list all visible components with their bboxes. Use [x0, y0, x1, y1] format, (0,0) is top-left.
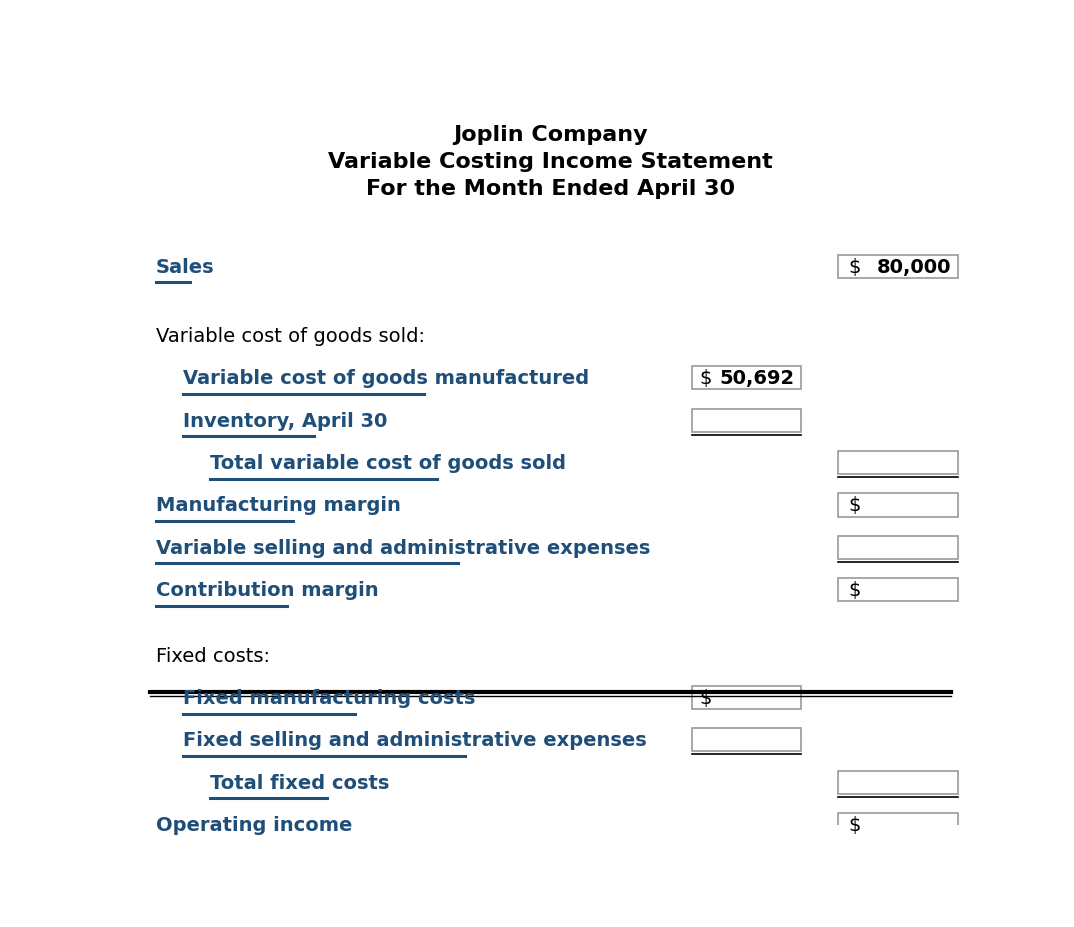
- Text: $: $: [848, 258, 861, 276]
- Text: $: $: [699, 688, 712, 707]
- Text: Variable cost of goods sold:: Variable cost of goods sold:: [156, 326, 425, 346]
- Text: Variable Costing Income Statement: Variable Costing Income Statement: [328, 152, 773, 172]
- Text: Contribution margin: Contribution margin: [156, 580, 378, 600]
- Bar: [693, 367, 801, 390]
- Text: Total fixed costs: Total fixed costs: [211, 773, 390, 792]
- Text: For the Month Ended April 30: For the Month Ended April 30: [366, 179, 735, 199]
- Text: 50,692: 50,692: [720, 369, 795, 388]
- Text: Joplin Company: Joplin Company: [453, 125, 648, 145]
- Text: Operating income: Operating income: [156, 815, 352, 834]
- Text: $: $: [848, 496, 861, 514]
- Text: $: $: [848, 815, 861, 834]
- Text: Manufacturing margin: Manufacturing margin: [156, 496, 401, 514]
- Bar: [838, 578, 958, 602]
- Bar: [838, 536, 958, 559]
- Bar: [693, 410, 801, 432]
- Text: Fixed manufacturing costs: Fixed manufacturing costs: [183, 688, 476, 707]
- Text: Variable selling and administrative expenses: Variable selling and administrative expe…: [156, 539, 651, 557]
- Text: Fixed selling and administrative expenses: Fixed selling and administrative expense…: [183, 730, 647, 750]
- Bar: [693, 686, 801, 709]
- Text: Total variable cost of goods sold: Total variable cost of goods sold: [211, 453, 566, 473]
- Text: $: $: [699, 369, 712, 388]
- Text: Variable cost of goods manufactured: Variable cost of goods manufactured: [183, 369, 590, 388]
- Text: Fixed costs:: Fixed costs:: [156, 646, 270, 665]
- Bar: [693, 729, 801, 752]
- Text: Inventory, April 30: Inventory, April 30: [183, 412, 388, 430]
- Text: Sales: Sales: [156, 258, 215, 276]
- Text: 80,000: 80,000: [877, 258, 952, 276]
- Bar: [838, 494, 958, 517]
- Text: $: $: [848, 580, 861, 600]
- Bar: [838, 451, 958, 475]
- Bar: [838, 771, 958, 794]
- Bar: [838, 256, 958, 278]
- Bar: [838, 813, 958, 836]
